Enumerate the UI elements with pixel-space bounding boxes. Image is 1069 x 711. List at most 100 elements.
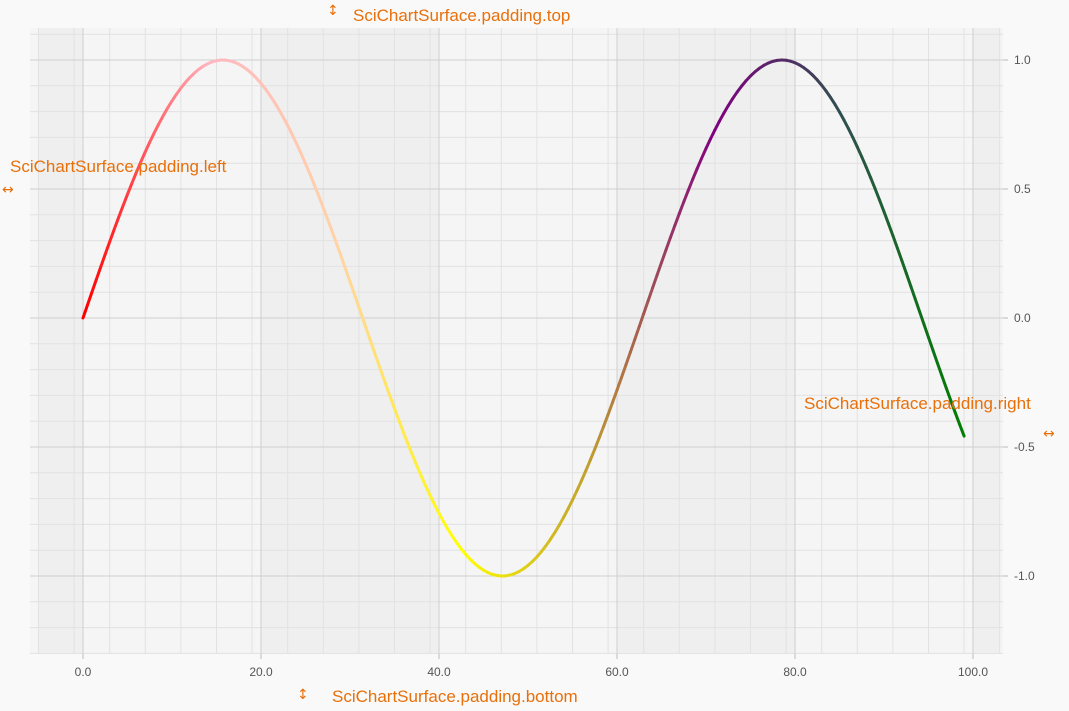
- series-segment: [846, 127, 855, 140]
- series-segment: [348, 280, 356, 296]
- padding-left-arrow-icon: ↔: [2, 182, 14, 198]
- series-segment: [157, 114, 165, 126]
- series-segment: [148, 131, 156, 144]
- series-segment: [344, 267, 352, 284]
- series-segment: [717, 111, 726, 123]
- series-segment: [437, 511, 445, 523]
- series-segment: [886, 222, 895, 238]
- padding-left-label: SciChartSurface.padding.left: [10, 157, 227, 176]
- y-tick-label: 0.0: [1014, 311, 1031, 325]
- series-segment: [842, 118, 850, 131]
- series-segment: [891, 234, 899, 250]
- series-segment: [312, 183, 321, 198]
- series-segment: [619, 363, 628, 380]
- series-segment: [940, 374, 948, 390]
- series-segment: [602, 412, 610, 428]
- series-segment: [85, 290, 94, 307]
- series-segment: [584, 458, 592, 473]
- x-tick-label: 100.0: [958, 665, 988, 679]
- padding-bottom-label: SciChartSurface.padding.bottom: [332, 687, 578, 706]
- y-tick-label: 0.5: [1014, 182, 1031, 196]
- series-segment: [927, 335, 935, 352]
- series-segment: [152, 122, 161, 135]
- series-segment: [838, 110, 846, 122]
- series-segment: [664, 236, 672, 252]
- series-segment: [673, 212, 681, 227]
- series-segment: [94, 265, 103, 281]
- series-segment: [860, 155, 868, 169]
- series-segment: [406, 442, 414, 457]
- series-segment: [642, 299, 650, 316]
- series-segment: [90, 277, 98, 294]
- series-segment: [700, 147, 708, 160]
- series-segment: [290, 132, 299, 146]
- series-segment: [597, 424, 606, 440]
- series-segment: [121, 192, 129, 208]
- plot-band: [38, 28, 83, 654]
- series-segment: [424, 484, 432, 497]
- plot-band: [973, 28, 1000, 654]
- y-axis: 1.0 0.5 0.0 -0.5 -1.0: [1003, 53, 1035, 583]
- series-segment: [335, 242, 343, 258]
- series-segment: [691, 167, 699, 181]
- x-tick-label: 80.0: [783, 665, 807, 679]
- series-segment: [81, 303, 89, 320]
- plot-background: [30, 28, 1003, 654]
- series-segment: [682, 189, 690, 204]
- series-segment: [428, 493, 437, 507]
- padding-top-arrow-icon: ↕: [327, 3, 339, 19]
- series-segment: [299, 151, 307, 166]
- series-segment: [99, 252, 107, 269]
- series-segment: [126, 181, 134, 196]
- series-segment: [326, 218, 334, 234]
- series-segment: [713, 119, 721, 132]
- series-segment: [931, 348, 939, 365]
- x-tick-label: 40.0: [427, 665, 451, 679]
- series-segment: [855, 145, 864, 159]
- series-segment: [953, 411, 962, 426]
- series-segment: [130, 170, 138, 185]
- series-segment: [384, 382, 392, 398]
- series-segment: [281, 115, 290, 128]
- series-segment: [878, 198, 886, 214]
- series-segment: [704, 137, 712, 150]
- series-segment: [611, 388, 619, 404]
- series-segment: [277, 107, 285, 119]
- series-segment: [393, 407, 401, 422]
- series-segment: [606, 400, 615, 416]
- series-segment: [909, 284, 917, 301]
- padding-bottom-arrow-icon: ↕: [297, 687, 309, 703]
- series-segment: [415, 463, 423, 478]
- series-segment: [935, 361, 944, 378]
- series-segment: [375, 357, 383, 373]
- series-segment: [686, 177, 695, 193]
- series-segment: [321, 206, 330, 222]
- padding-top-label: SciChartSurface.padding.top: [353, 6, 571, 25]
- series-segment: [433, 503, 441, 515]
- series-segment: [637, 312, 646, 329]
- series-segment: [304, 162, 312, 176]
- series-segment: [557, 515, 566, 527]
- series-segment: [944, 386, 953, 402]
- series-segment: [922, 323, 930, 339]
- series-segment: [410, 453, 419, 467]
- series-segment: [851, 136, 859, 149]
- series-segment: [562, 507, 570, 519]
- series-segment: [308, 172, 316, 187]
- series-segment: [357, 305, 365, 322]
- series-segment: [579, 469, 588, 483]
- series-segment: [103, 240, 112, 256]
- x-tick-label: 20.0: [249, 665, 273, 679]
- padding-right-label: SciChartSurface.padding.right: [804, 394, 1031, 413]
- series-segment: [646, 286, 655, 303]
- series-segment: [370, 344, 379, 361]
- series-segment: [397, 418, 405, 434]
- series-segment: [361, 318, 370, 335]
- series-segment: [615, 376, 623, 392]
- series-segment: [139, 150, 147, 164]
- y-tick-label: -0.5: [1014, 440, 1035, 454]
- series-segment: [651, 273, 659, 290]
- series-segment: [388, 394, 396, 410]
- series-segment: [143, 140, 152, 154]
